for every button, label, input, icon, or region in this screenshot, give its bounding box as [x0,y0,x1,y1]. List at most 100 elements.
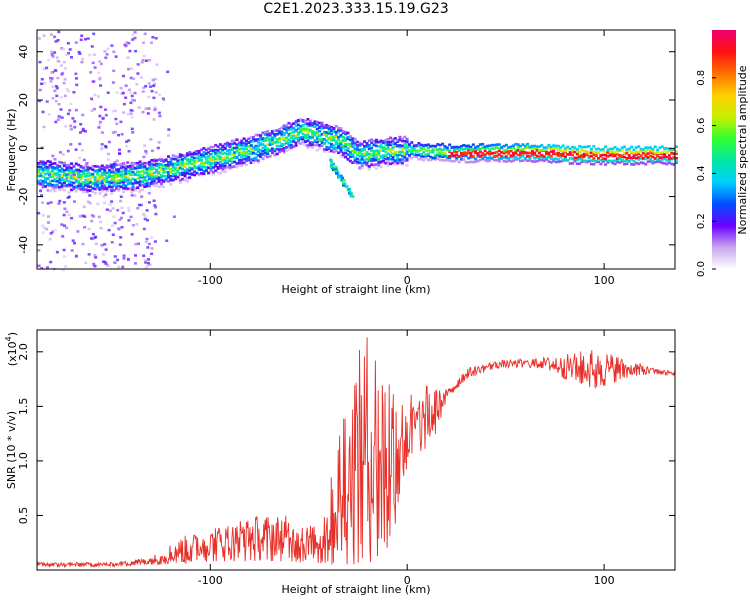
spectrogram-cell [230,142,234,146]
spectrogram-cell [405,159,409,162]
spectrogram-cell [615,149,619,153]
spectrogram-cell [221,156,225,160]
spectrogram-noise-cell [55,174,59,177]
spectrogram-cell [554,157,558,160]
spectrogram-noise-cell [126,112,130,116]
spectrogram-noise-cell [104,193,108,196]
spectrogram-cell [313,143,317,147]
spectrogram-cell [450,154,454,157]
spectrogram-cell [478,150,482,154]
spectrogram-cell [452,154,456,157]
spectrogram-cell [589,147,593,151]
spectrogram-cell [523,146,527,149]
spectrogram-noise-cell [65,88,69,91]
spectrogram-cell [597,160,600,164]
spectrogram-cell [651,149,655,153]
spectrogram-cell [268,132,272,135]
spectrogram-cell [89,172,92,176]
spectrogram-cell [289,131,293,135]
spectrogram-cell [259,152,263,156]
spectrogram-cell [374,140,378,144]
spectrogram-cell [244,139,248,142]
spectrogram-cell [464,160,468,164]
spectrogram-cell [51,167,55,171]
spectrogram-noise-cell [40,188,43,191]
spectrogram-noise-cell [97,215,101,219]
spectrogram-cell [351,149,355,153]
spectrogram-cell [244,159,248,162]
spectrogram-cell [341,130,345,133]
spectrogram-cell [339,127,343,130]
spectrogram-cell [578,150,582,154]
spectrogram-noise-cell [129,112,133,115]
spectrogram-cell [675,157,678,160]
spectrogram-cell [77,179,81,183]
spectrogram-cell [311,136,315,139]
snr-y-tick-label: 2.0 [17,343,30,361]
spectrogram-cell [356,146,359,150]
spectrogram-noise-cell [64,265,67,268]
spectrogram-cell [122,169,126,172]
spectrogram-cell [195,150,199,153]
spectrogram-cell [200,173,203,177]
spectrogram-cell [263,131,267,134]
spectrogram-cell [273,149,277,153]
spectrogram-cell [141,183,144,187]
spectrogram-cell [249,158,253,161]
spectrogram-cell [592,153,596,157]
spectrogram-cell [292,140,296,143]
spectrogram-cell [221,159,225,162]
spectrogram-cell [618,154,622,157]
spectrogram-cell [107,182,111,185]
spectrogram-cell [185,158,189,161]
spectrogram-cell [133,173,137,176]
spectrogram-noise-cell [122,111,126,114]
spectrogram-noise-cell [153,204,157,207]
spectrogram-cell [337,126,341,130]
spectrogram-cell [266,152,270,155]
spectrogram-noise-cell [60,223,64,226]
spectrogram-cell [460,154,463,158]
spectrogram-cell [207,156,211,160]
spectrogram-cell [60,184,64,187]
spectrogram-cell [537,155,541,158]
spectrogram-cell [41,169,45,172]
spectrogram-cell [552,146,556,150]
spectrogram-cell [627,149,631,152]
spectrogram-cell [443,145,447,148]
colorbar-tick-label: 0.8 [696,70,707,86]
spectrogram-cell [341,153,345,157]
spectrogram-cell [330,145,333,149]
spectrogram-noise-cell [118,148,121,152]
spectrogram-cell [625,162,629,166]
spectrogram-noise-cell [78,52,82,55]
spectrogram-cell [176,167,180,170]
spectrogram-cell [400,163,404,166]
spectrogram-cell [138,176,142,179]
spectrogram-cell [280,132,284,136]
spectrogram-cell [582,145,586,149]
spectrogram-noise-cell [142,155,146,159]
spectrogram-noise-cell [103,201,107,205]
spectrogram-noise-cell [50,71,53,74]
spectrogram-cell [331,168,335,172]
spectrogram-noise-cell [118,218,122,221]
spectrogram-cell [60,187,64,191]
spectrogram-cell [216,145,220,148]
spectrogram-cell [202,147,206,150]
spectrogram-noise-cell [108,188,112,192]
spectrogram-cell [400,154,404,158]
spectrogram-cell [329,165,333,168]
spectrogram-cell [660,156,664,159]
spectrogram-cell [270,147,274,150]
spectrogram-cell [545,152,548,155]
spectrogram-cell [289,123,293,126]
spectrogram-cell [646,148,650,151]
spectrogram-noise-cell [103,261,107,264]
spectrogram-cell [329,158,333,162]
spectrogram-cell [318,129,322,133]
spectrogram-noise-cell [131,33,135,37]
spectrogram-noise-cell [92,107,96,111]
spectrogram-cell [261,153,265,156]
